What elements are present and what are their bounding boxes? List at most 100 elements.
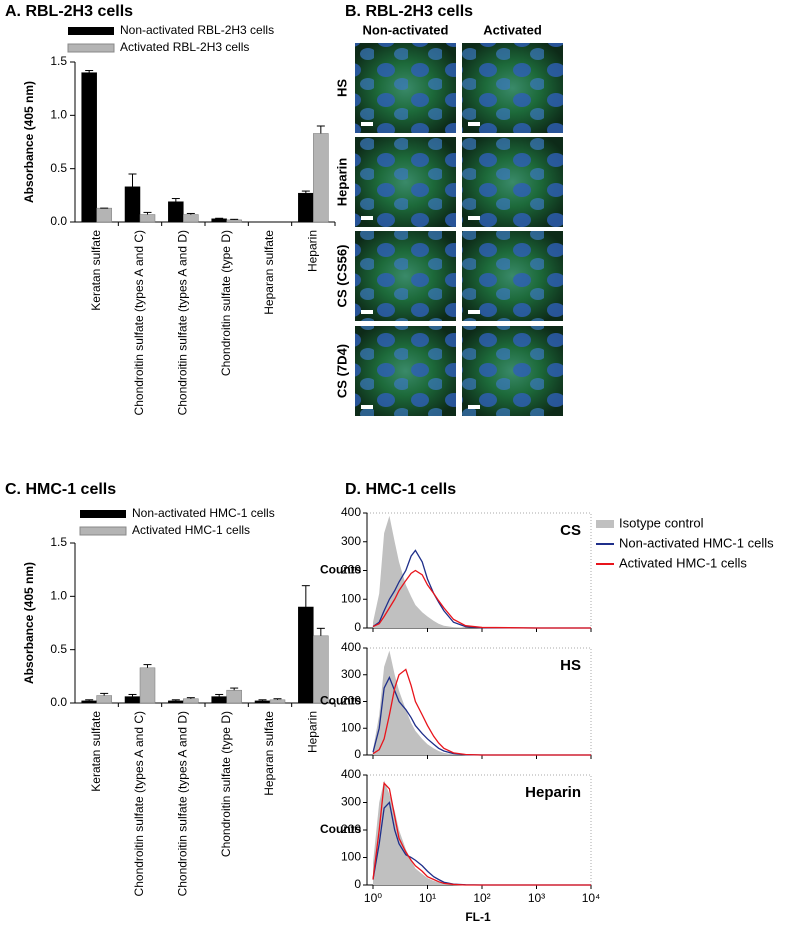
bar [96, 695, 112, 704]
legend-label: Non-activated HMC-1 cells [132, 506, 275, 520]
x-tick-label: Chondroitin sulfate (types A and D) [176, 230, 190, 415]
histogram-area [373, 650, 591, 755]
histogram-line [372, 781, 591, 886]
bar [124, 186, 141, 223]
y-axis-label: Counts [320, 822, 362, 836]
x-tick-label: 10² [473, 891, 490, 905]
bar [313, 133, 329, 223]
error-bar [85, 70, 94, 73]
micrograph-nuclei [355, 326, 456, 416]
bar [96, 207, 112, 223]
error-bar [258, 699, 267, 701]
column-label: Activated [483, 22, 542, 37]
panel-label: CS [560, 522, 581, 539]
y-tick-label: 0 [354, 620, 361, 634]
y-tick-label: 100 [341, 850, 361, 864]
row-label: CS (7D4) [334, 344, 349, 398]
y-tick-label: 300 [341, 795, 361, 809]
y-tick-label: 100 [341, 720, 361, 734]
y-axis-label: Counts [320, 694, 362, 708]
x-tick-label: Chondroitin sulfate (type D) [219, 711, 233, 857]
error-bar [316, 125, 325, 134]
bar [139, 214, 156, 223]
scale-bar [468, 122, 480, 126]
histogram-area [373, 515, 591, 628]
micrograph-nuclei [355, 137, 456, 227]
scale-bar [361, 122, 373, 126]
bar [298, 606, 314, 704]
panel-label: Heparin [525, 784, 581, 801]
bar [298, 192, 314, 223]
error-bar [171, 198, 180, 202]
bar [124, 696, 141, 704]
panel-title: B. RBL-2H3 cells [345, 3, 473, 20]
x-tick-label: Heparan sulfate [262, 230, 276, 315]
y-tick-label: 200 [341, 563, 361, 577]
y-tick-label: 400 [341, 640, 361, 654]
x-tick-label: Keratan sulfate [89, 711, 103, 792]
bar [211, 696, 227, 704]
y-tick-label: 1.5 [50, 54, 67, 68]
error-bar [171, 699, 180, 701]
micrograph-nuclei [462, 137, 563, 227]
column-label: Non-activated [363, 22, 449, 37]
y-tick-label: 0.5 [50, 161, 67, 175]
y-tick-label: 0.0 [50, 695, 67, 709]
scale-bar [468, 405, 480, 409]
legend-label: Activated RBL-2H3 cells [120, 40, 249, 54]
error-bar [230, 218, 239, 220]
micrograph-nuclei [355, 231, 456, 321]
y-tick-label: 0.5 [50, 642, 67, 656]
error-bar [143, 664, 152, 668]
y-tick-label: 200 [341, 694, 361, 708]
error-bar [301, 190, 310, 194]
legend-swatch [67, 43, 115, 53]
bar [226, 689, 242, 704]
error-bar [230, 687, 239, 691]
error-bar [143, 211, 152, 215]
x-tick-label: Chondroitin sulfate (types A and D) [176, 711, 190, 896]
error-bar [301, 585, 310, 607]
error-bar [100, 692, 109, 696]
y-tick-label: 400 [341, 505, 361, 519]
x-tick-label: Heparan sulfate [262, 711, 276, 796]
x-tick-label: 10⁴ [582, 891, 601, 905]
error-bar [316, 627, 325, 636]
row-label: HS [334, 79, 349, 97]
bar [168, 201, 184, 223]
error-bar [273, 698, 282, 700]
bar [139, 667, 156, 704]
x-tick-label: Chondroitin sulfate (types A and C) [132, 230, 146, 415]
error-bar [186, 697, 195, 699]
scale-bar [468, 310, 480, 314]
panel-title: C. HMC-1 cells [5, 481, 116, 498]
scale-bar [361, 216, 373, 220]
bar [81, 72, 97, 223]
scale-bar [468, 216, 480, 220]
y-tick-label: 400 [341, 767, 361, 781]
histogram-line [372, 549, 591, 629]
y-axis-label: Counts [320, 563, 362, 577]
x-tick-label: 10⁰ [364, 891, 382, 905]
y-axis-label: Absorbance (405 nm) [22, 81, 36, 203]
bar [269, 699, 286, 704]
x-tick-label: 10¹ [419, 891, 436, 905]
y-tick-label: 300 [341, 534, 361, 548]
row-label: CS (CS56) [334, 245, 349, 308]
error-bar [215, 217, 224, 219]
scale-bar [361, 310, 373, 314]
bar [183, 214, 199, 223]
error-bar [85, 699, 94, 701]
error-bar [215, 693, 224, 697]
bar [168, 700, 184, 704]
legend-label: Non-activated HMC-1 cells [619, 535, 774, 550]
legend-swatch [68, 27, 114, 35]
panel-title: A. RBL-2H3 cells [5, 3, 133, 20]
bar [254, 700, 271, 704]
legend-label: Isotype control [619, 515, 704, 530]
scale-bar [361, 405, 373, 409]
legend-label: Non-activated RBL-2H3 cells [120, 23, 274, 37]
x-axis-label: FL-1 [465, 910, 491, 924]
bar [226, 219, 242, 223]
